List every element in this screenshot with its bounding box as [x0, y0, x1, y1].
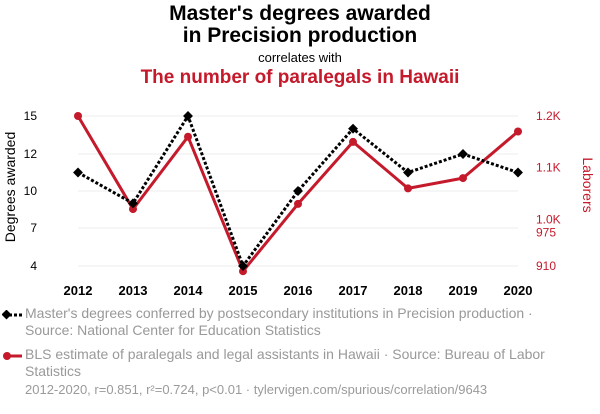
- chart-subtitle: The number of paralegals in Hawaii: [140, 67, 460, 88]
- legend-label-series2: BLS estimate of paralegals and legal ass…: [25, 346, 545, 379]
- series1-point: [293, 186, 303, 196]
- left-tick-label: 10: [24, 184, 38, 198]
- right-tick-label: 1.0K: [536, 212, 561, 226]
- left-tick-label: 12: [24, 147, 38, 161]
- title-block: Master's degrees awarded in Precision pr…: [0, 0, 600, 89]
- series2-point: [459, 174, 467, 183]
- right-tick-label: 1.1K: [536, 161, 561, 175]
- series2-point: [294, 199, 302, 208]
- right-tick-label: 975: [536, 225, 556, 239]
- connector-text: correlates with: [258, 50, 342, 65]
- series1-point: [238, 261, 248, 271]
- x-tick-label: 2016: [284, 283, 313, 298]
- series1-point: [73, 167, 83, 178]
- series1-line: [77, 112, 519, 270]
- left-tick-label: 15: [24, 109, 38, 123]
- series2-point: [349, 137, 357, 146]
- x-tick-label: 2020: [504, 283, 533, 298]
- left-tick-label: 4: [30, 259, 37, 273]
- x-tick-label: 2012: [64, 283, 93, 298]
- series1-point: [403, 167, 413, 178]
- series2-point: [514, 127, 522, 136]
- series1-point: [348, 123, 358, 134]
- right-tick-label: 1.2K: [536, 109, 561, 123]
- chart-title: Master's degrees awarded in Precision pr…: [0, 3, 600, 47]
- x-tick-label: 2013: [119, 283, 148, 298]
- left-axis-title: Degrees awarded: [2, 132, 18, 243]
- footer-note: 2012-2020, r=0.851, r²=0.724, p<0.01 · t…: [25, 382, 488, 397]
- legend-marker-series1: [2, 310, 22, 320]
- x-tick-label: 2018: [394, 283, 423, 298]
- chart-title-line2: in Precision production: [182, 24, 418, 47]
- legend-marker-series2: [3, 352, 22, 360]
- series2-point: [129, 205, 137, 214]
- left-tick-label: 7: [30, 221, 37, 235]
- legend-label-series1: Master's degrees conferred by postsecond…: [25, 305, 533, 338]
- series2-point: [184, 132, 192, 141]
- series1-point: [183, 111, 193, 121]
- right-axis-title: Laborers: [580, 157, 596, 212]
- x-tick-label: 2014: [174, 283, 204, 298]
- x-tick-label: 2019: [449, 283, 478, 298]
- series1-point: [513, 167, 523, 178]
- series2-point: [404, 184, 412, 193]
- x-tick-label: 2017: [339, 283, 368, 298]
- x-tick-label: 2015: [229, 283, 258, 298]
- chart-title-line1: Master's degrees awarded: [169, 2, 431, 25]
- series1-point: [458, 149, 468, 159]
- series2-point: [74, 112, 82, 120]
- series2-point: [239, 267, 247, 276]
- right-tick-label: 910: [536, 259, 556, 273]
